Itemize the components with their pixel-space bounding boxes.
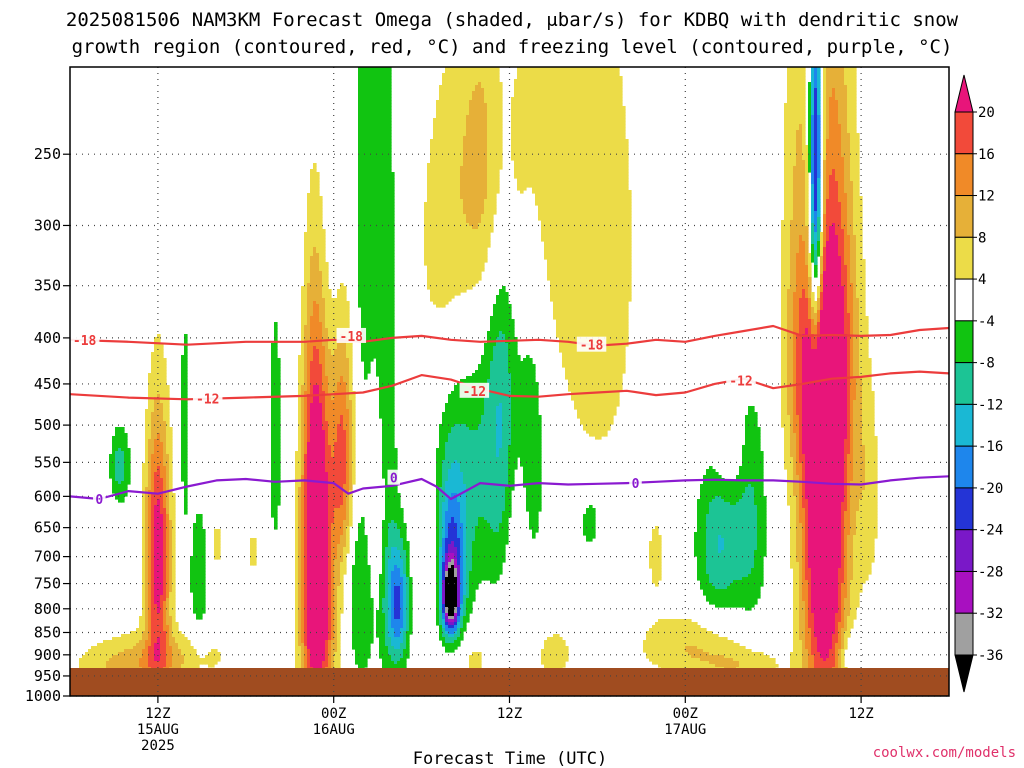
omega-shading [79, 67, 878, 671]
omega-cell [364, 376, 368, 380]
omega-cell [127, 481, 131, 485]
chart-title-line1: 2025081506 NAM3KM Forecast Omega (shaded… [66, 9, 959, 31]
omega-cell [253, 562, 257, 566]
omega-cell [352, 481, 356, 485]
chart-title-line2: growth region (contoured, red, °C) and f… [72, 36, 953, 58]
omega-cell [364, 664, 368, 668]
omega-cell [121, 499, 125, 503]
omega-cell [277, 502, 281, 506]
omega-cell [346, 550, 350, 554]
omega-cell [340, 610, 344, 614]
omega-cell [184, 511, 188, 515]
omega-cell [349, 523, 353, 527]
omega-cell [217, 658, 221, 662]
omega-cell [202, 610, 206, 614]
omega-cell [367, 370, 371, 374]
omega-cell [199, 616, 203, 620]
omega-cell [343, 571, 347, 575]
